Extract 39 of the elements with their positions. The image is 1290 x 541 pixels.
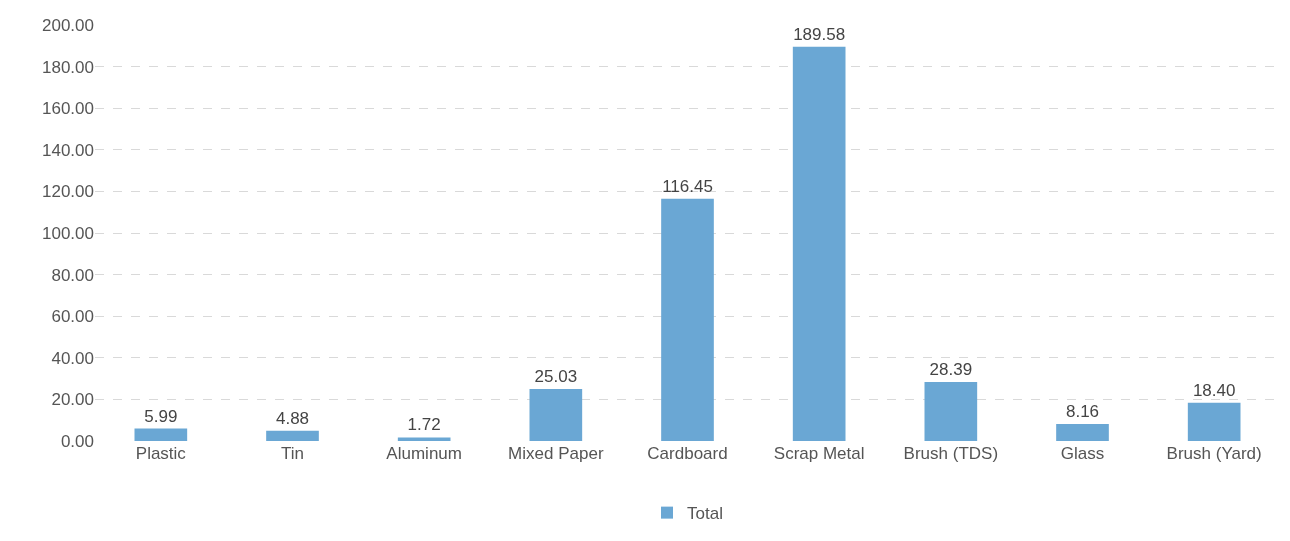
data-label: 18.40 — [1192, 380, 1236, 400]
y-tick-label: 140.00 — [42, 140, 94, 160]
y-tick-label: 60.00 — [51, 307, 94, 327]
x-tick-label: Brush (Yard) — [1166, 444, 1262, 463]
bar — [1187, 402, 1241, 441]
bar — [266, 430, 319, 441]
bar — [529, 388, 583, 441]
y-tick-label: 20.00 — [51, 390, 94, 410]
x-tick-label: Plastic — [135, 444, 187, 463]
data-label: 8.16 — [1065, 402, 1100, 422]
data-label: 28.39 — [929, 359, 973, 379]
bar — [661, 198, 714, 441]
data-label: 25.03 — [534, 366, 578, 386]
data-label: 4.88 — [275, 408, 310, 428]
data-label: 116.45 — [662, 176, 713, 196]
data-label: 1.72 — [407, 415, 441, 435]
y-tick-label: 180.00 — [42, 57, 94, 77]
data-label: 189.58 — [793, 24, 846, 44]
x-tick-label: Aluminum — [386, 444, 462, 463]
y-tick-label: 160.00 — [42, 99, 94, 119]
x-tick-label: Glass — [1060, 444, 1105, 463]
legend-label: Total — [687, 504, 723, 524]
x-tick-label: Brush (TDS) — [903, 444, 999, 463]
y-tick-label: 200.00 — [42, 15, 94, 35]
y-tick-label: 0.00 — [60, 431, 94, 451]
bar — [792, 46, 846, 441]
bar — [397, 437, 451, 441]
data-label: 5.99 — [144, 406, 178, 426]
x-tick-label: Cardboard — [647, 444, 728, 463]
x-tick-label: Tin — [281, 444, 304, 463]
x-tick-label: Scrap Metal — [773, 444, 865, 463]
y-tick-label: 120.00 — [42, 182, 94, 202]
y-tick-label: 40.00 — [51, 348, 94, 368]
bar — [1056, 424, 1109, 441]
x-tick-label: Mixed Paper — [508, 444, 604, 463]
y-tick-label: 80.00 — [51, 265, 94, 285]
y-tick-label: 100.00 — [42, 223, 94, 243]
bar — [924, 381, 978, 441]
bar — [134, 428, 188, 441]
